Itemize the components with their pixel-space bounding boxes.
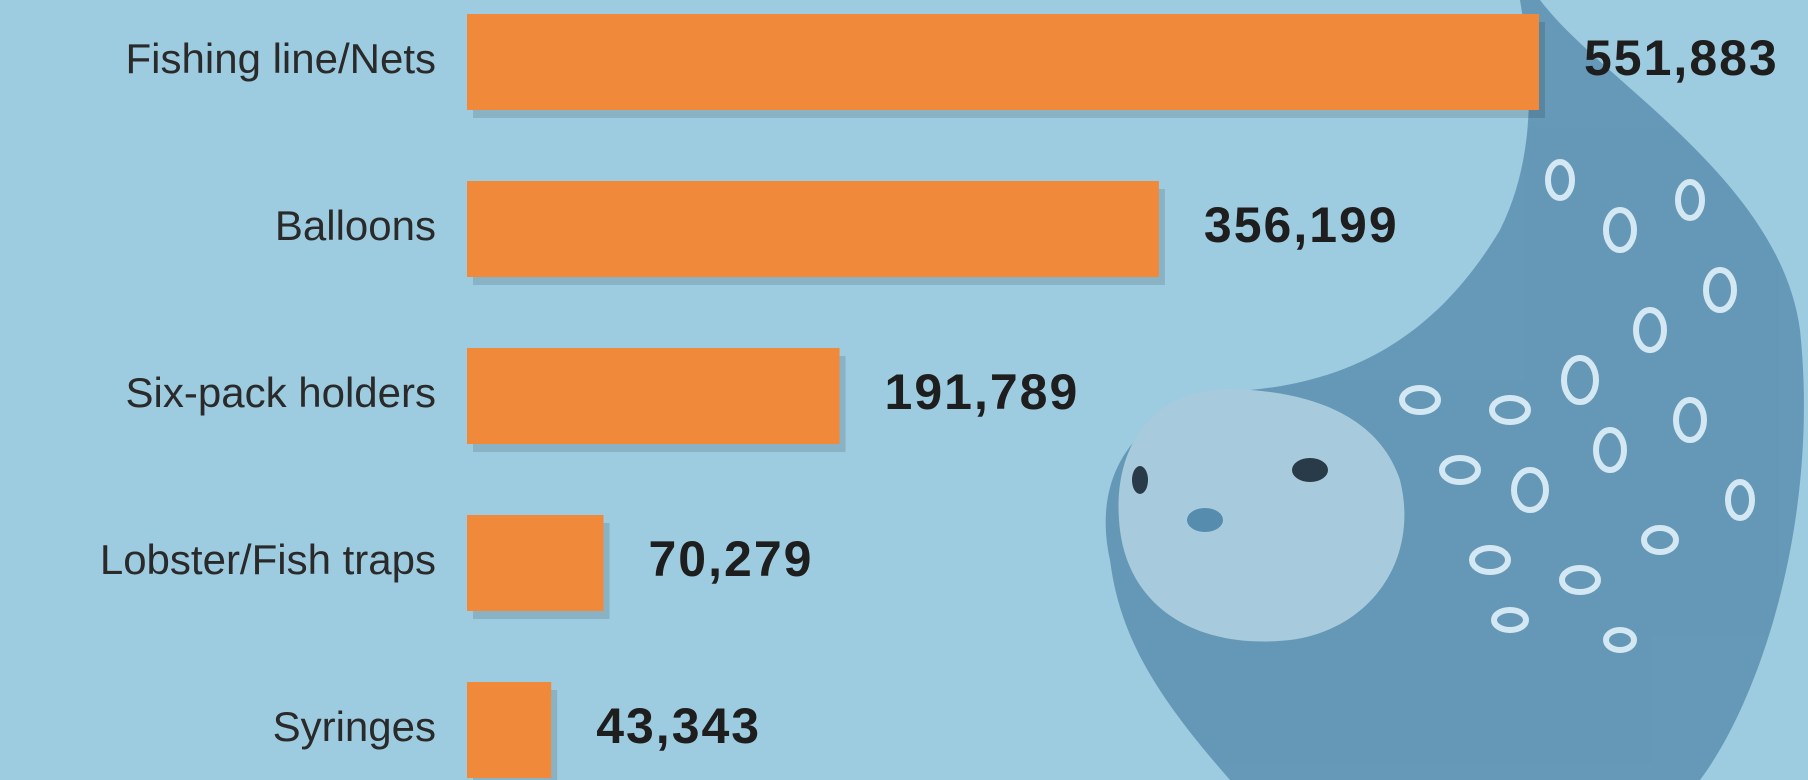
value-label: 191,789 [885, 364, 1080, 420]
value-label: 43,343 [596, 698, 761, 754]
category-label: Balloons [275, 202, 436, 249]
value-label: 551,883 [1584, 30, 1779, 86]
value-label: 356,199 [1204, 197, 1399, 253]
value-label: 70,279 [649, 531, 814, 587]
seal-head [1119, 389, 1405, 641]
seal-nose [1187, 508, 1223, 532]
seal-eye [1132, 466, 1148, 494]
bar [467, 515, 604, 611]
bar [467, 682, 551, 778]
bar [467, 181, 1159, 277]
category-label: Fishing line/Nets [126, 35, 436, 82]
category-label: Lobster/Fish traps [100, 536, 436, 583]
category-label: Syringes [273, 703, 436, 750]
seal-eye [1292, 458, 1328, 482]
bar [467, 348, 840, 444]
bar [467, 14, 1539, 110]
category-label: Six-pack holders [126, 369, 436, 416]
chart: Fishing line/Nets 551,883 Balloons 356,199 S… [0, 0, 1808, 780]
